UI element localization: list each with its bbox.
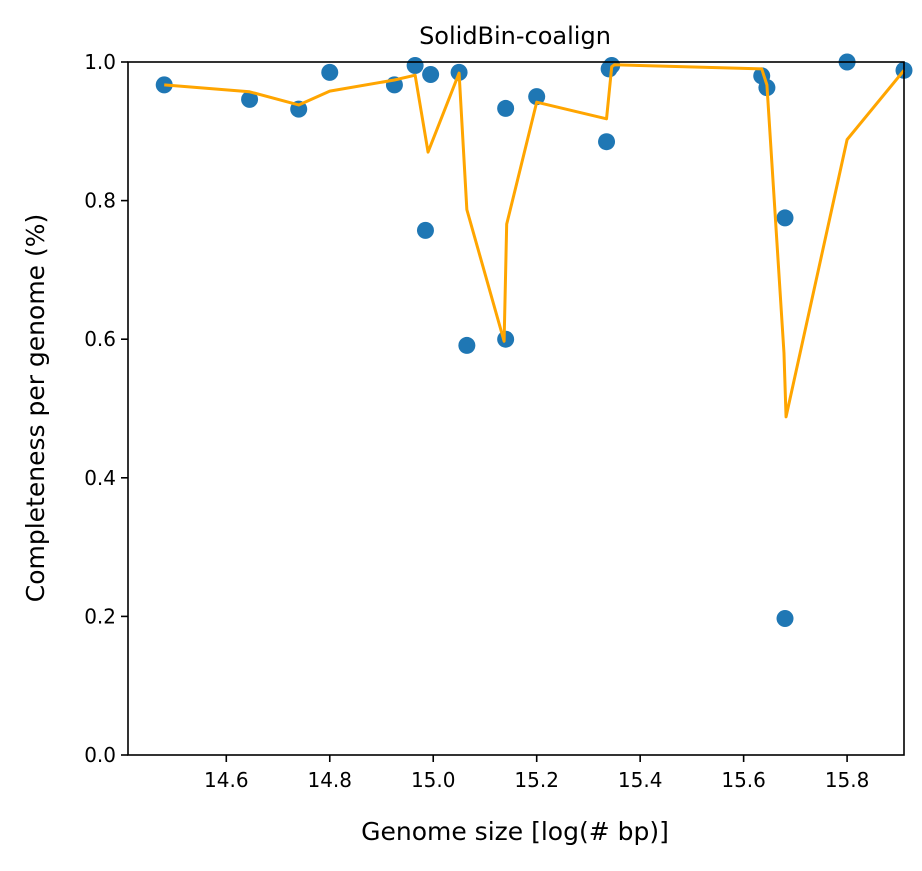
y-tick-label: 0.2 [84, 604, 116, 628]
y-tick-label: 1.0 [84, 50, 116, 74]
scatter-point [528, 88, 546, 106]
scatter-point [416, 221, 434, 239]
x-tick-label: 15.2 [514, 768, 559, 792]
x-tick-label: 15.8 [825, 768, 870, 792]
y-tick-label: 0.6 [84, 327, 116, 351]
scatter-point [422, 65, 440, 83]
scatter-point [776, 609, 794, 627]
x-axis-label: Genome size [log(# bp)] [361, 817, 669, 846]
plot-frame [127, 61, 905, 756]
x-axis: 14.6 14.8 15.0 15.2 15.4 15.6 15.8 [204, 755, 869, 792]
scatter-point [321, 63, 339, 81]
x-tick-label: 14.6 [204, 768, 249, 792]
scatter-point [776, 209, 794, 227]
scatter-point [458, 336, 476, 354]
y-tick-label: 0.0 [84, 743, 116, 767]
y-tick-label: 0.8 [84, 189, 116, 213]
plot-area [155, 53, 913, 627]
x-tick-label: 14.8 [307, 768, 352, 792]
trend-line [164, 63, 906, 419]
x-tick-label: 15.6 [721, 768, 766, 792]
y-tick-label: 0.4 [84, 466, 116, 490]
x-tick-label: 15.4 [618, 768, 663, 792]
chart-title: SolidBin-coalign [419, 22, 611, 50]
scatter-point [598, 133, 616, 151]
scatter-point [241, 90, 259, 108]
y-axis: 0.0 0.2 0.4 0.6 0.8 1.0 [84, 50, 128, 767]
scatter-point [406, 56, 424, 74]
x-tick-label: 15.0 [411, 768, 456, 792]
scatter-point [497, 99, 515, 117]
y-axis-label: Completeness per genome (%) [21, 214, 50, 603]
